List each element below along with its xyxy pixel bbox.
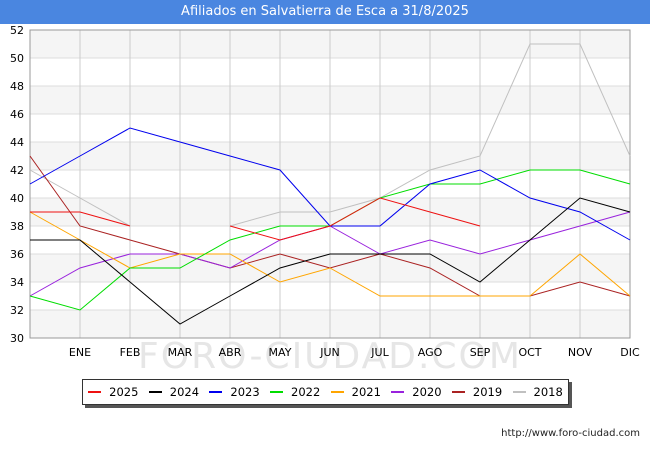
legend-label: 2019: [472, 385, 503, 399]
legend-label: 2021: [351, 385, 381, 399]
y-tick-labels: 30 32 34 36 38 40 42 44 46 48 50 52: [10, 24, 24, 345]
legend-swatch: [270, 391, 284, 393]
y-tick-label: 40: [10, 192, 24, 205]
source-url: http://www.foro-ciudad.com: [501, 428, 640, 439]
x-tick-label: JUL: [370, 346, 389, 359]
series-line-2024: [30, 197, 631, 325]
legend-swatch: [391, 391, 405, 393]
chart-title: Afiliados en Salvatierra de Esca a 31/8/…: [0, 0, 650, 24]
legend-item-2023: 2023: [209, 385, 260, 399]
legend-item-2024: 2024: [148, 385, 200, 399]
legend-item-2020: 2020: [391, 385, 442, 399]
x-tick-label: AGO: [418, 346, 443, 359]
y-tick-label: 44: [10, 136, 24, 149]
x-tick-labels: ENE FEB MAR ABR MAY JUN JUL AGO SEP OCT NOV DIC: [69, 346, 640, 359]
y-tick-label: 46: [10, 108, 24, 121]
y-tick-label: 34: [10, 276, 24, 289]
y-tick-label: 30: [10, 332, 24, 345]
legend-label: 2018: [533, 385, 563, 399]
y-tick-label: 42: [10, 164, 24, 177]
x-tick-label: NOV: [568, 346, 593, 359]
legend-swatch: [148, 391, 162, 393]
legend-label: 2024: [169, 385, 200, 399]
legend: 2025 2024 2023 2022 2021 2020 2019 2018: [82, 379, 569, 405]
legend-swatch: [451, 391, 465, 393]
y-tick-label: 52: [10, 24, 24, 37]
y-tick-label: 50: [10, 52, 24, 65]
series-lines: [29, 43, 631, 325]
y-tick-label: 32: [10, 304, 24, 317]
x-tick-label: JUN: [319, 346, 340, 359]
x-tick-label: DIC: [620, 346, 640, 359]
legend-item-2021: 2021: [330, 385, 381, 399]
x-tick-label: MAY: [269, 346, 292, 359]
x-tick-label: FEB: [120, 346, 141, 359]
x-tick-label: OCT: [518, 346, 541, 359]
y-tick-label: 48: [10, 80, 24, 93]
legend-item-2025: 2025: [88, 385, 138, 399]
legend-item-2018: 2018: [512, 385, 563, 399]
legend-label: 2023: [230, 385, 260, 399]
legend-label: 2025: [109, 385, 139, 399]
x-tick-label: ABR: [219, 346, 242, 359]
series-line-2025: [229, 197, 481, 241]
series-line-2018: [229, 43, 631, 227]
legend-label: 2020: [412, 385, 442, 399]
series-line-2025: [30, 211, 131, 227]
legend-swatch: [330, 391, 344, 393]
legend-swatch: [209, 391, 223, 393]
legend-item-2019: 2019: [451, 385, 503, 399]
x-tick-label: MAR: [168, 346, 193, 359]
watermark: FORO-CIUDAD.COM: [138, 336, 522, 377]
x-tick-label: ENE: [69, 346, 91, 359]
y-tick-label: 38: [10, 220, 24, 233]
legend-item-2022: 2022: [270, 385, 320, 399]
x-tick-label: SEP: [470, 346, 491, 359]
y-tick-label: 36: [10, 248, 24, 261]
legend-swatch: [512, 391, 526, 393]
legend-label: 2022: [291, 385, 321, 399]
legend-swatch: [88, 391, 102, 393]
